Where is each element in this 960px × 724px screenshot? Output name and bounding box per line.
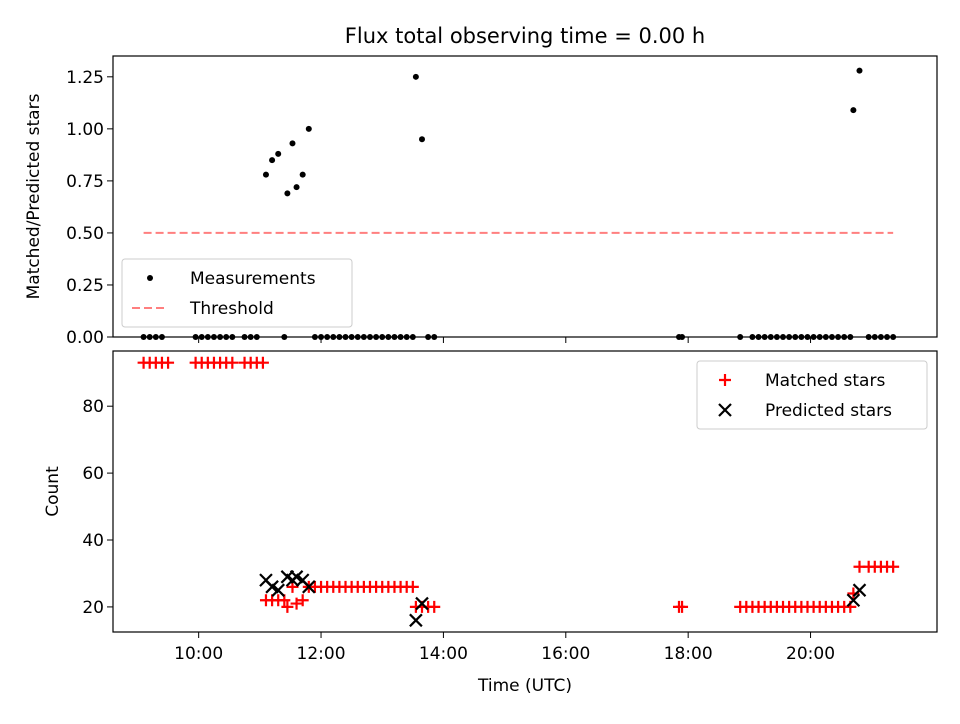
matched-star-point bbox=[428, 600, 441, 613]
legend-label: Matched stars bbox=[765, 371, 885, 391]
measurement-point bbox=[299, 171, 306, 178]
measurement-point bbox=[284, 190, 291, 197]
bottom-legend: Matched stars Predicted stars bbox=[696, 360, 928, 430]
matched-star-point bbox=[676, 600, 689, 613]
measurement-point bbox=[419, 136, 425, 143]
legend-label: Predicted stars bbox=[765, 401, 892, 421]
measurement-point bbox=[856, 67, 863, 74]
bottom-panel: 20 40 60 80 10:00 12:00 14:00 16:00 18:00 20:00 Co… bbox=[43, 350, 938, 696]
chart-title: Flux total observing time = 0.00 h bbox=[345, 24, 705, 48]
top-y-tick-label: 0.75 bbox=[66, 172, 104, 192]
top-axes-frame bbox=[112, 55, 938, 338]
predicted-star-point bbox=[271, 583, 285, 597]
legend-box bbox=[696, 360, 928, 430]
x-tick-label: 12:00 bbox=[297, 644, 346, 664]
bottom-y-tick-label: 60 bbox=[82, 464, 104, 484]
measurement-point bbox=[850, 107, 857, 114]
matched-star-point bbox=[281, 600, 294, 613]
measurement-point bbox=[293, 184, 300, 191]
measurement-point bbox=[262, 171, 269, 178]
top-panel: 0.00 0.25 0.50 0.75 1.00 1.25 Matched/Predicte… bbox=[24, 55, 938, 348]
top-y-tick-label: 1.25 bbox=[66, 68, 104, 88]
legend-label: Measurements bbox=[190, 269, 316, 289]
matched-star-point bbox=[256, 356, 269, 369]
x-tick-label: 20:00 bbox=[786, 644, 835, 664]
bottom-axes-frame bbox=[112, 350, 938, 633]
matched-star-point bbox=[406, 580, 419, 593]
bottom-y-tick-label: 80 bbox=[82, 397, 104, 417]
matched-star-point bbox=[296, 594, 309, 607]
bottom-y-axis-label: Count bbox=[43, 466, 63, 517]
bottom-y-tick-label: 40 bbox=[82, 531, 104, 551]
measurement-point bbox=[275, 150, 282, 157]
predicted-star-point bbox=[846, 593, 861, 607]
legend-predicted-swatch bbox=[718, 403, 732, 417]
x-tick-label: 16:00 bbox=[541, 644, 590, 664]
measurement-point bbox=[412, 73, 419, 80]
top-y-tick-label: 0.50 bbox=[66, 224, 104, 244]
matched-star-point bbox=[162, 356, 175, 369]
legend-matched-swatch bbox=[719, 374, 731, 386]
matched-star-point bbox=[887, 560, 900, 573]
legend-measurements-swatch bbox=[147, 275, 153, 281]
predicted-star-point bbox=[409, 613, 423, 628]
matched-star-point bbox=[290, 597, 303, 610]
top-y-tick-label: 0.00 bbox=[66, 328, 104, 348]
measurement-point bbox=[289, 140, 296, 147]
matched-star-point bbox=[226, 356, 239, 369]
bottom-y-tick-label: 20 bbox=[82, 598, 104, 618]
measurement-point bbox=[269, 157, 276, 164]
measurement-point bbox=[305, 125, 312, 132]
predicted-star-point bbox=[415, 596, 429, 611]
x-tick-label: 14:00 bbox=[419, 644, 468, 664]
legend-label: Threshold bbox=[189, 299, 274, 319]
top-y-axis-label: Matched/Predicted stars bbox=[24, 93, 44, 299]
top-y-tick-label: 0.25 bbox=[66, 276, 104, 296]
top-legend: Measurements Threshold bbox=[121, 258, 353, 328]
matched-star-point bbox=[278, 594, 291, 607]
x-axis-label: Time (UTC) bbox=[477, 676, 572, 696]
top-y-tick-label: 1.00 bbox=[66, 120, 104, 140]
x-tick-label: 10:00 bbox=[174, 644, 223, 664]
predicted-star-point bbox=[302, 580, 316, 594]
predicted-star-point bbox=[852, 583, 867, 597]
legend-box bbox=[121, 258, 353, 328]
x-tick-label: 18:00 bbox=[664, 644, 713, 664]
